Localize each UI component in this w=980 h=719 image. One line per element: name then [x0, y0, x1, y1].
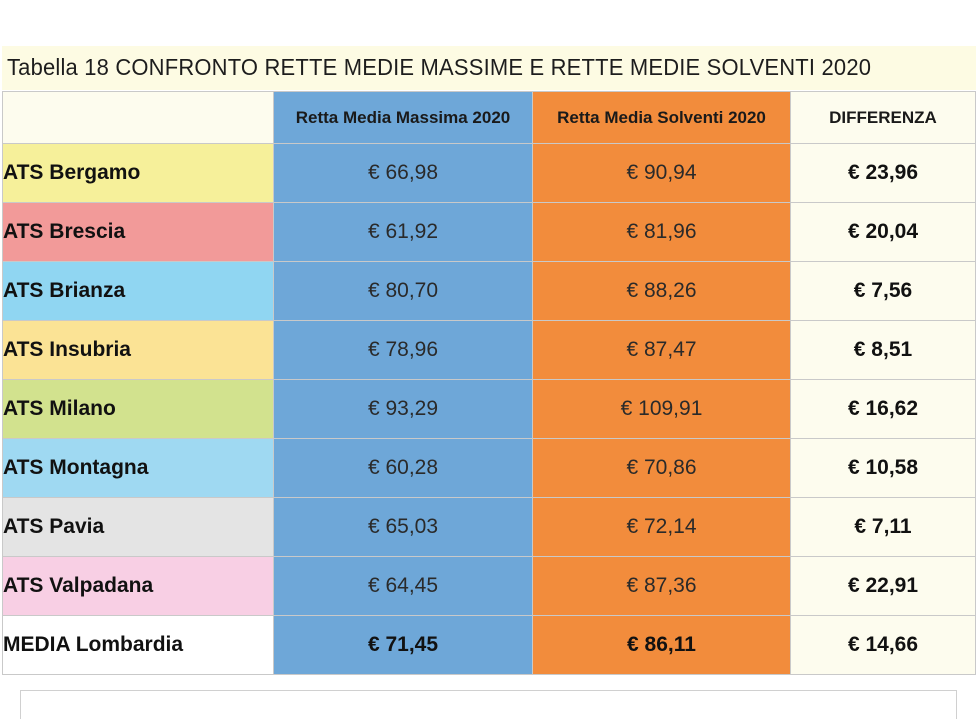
row-differenza: € 23,96 [790, 143, 976, 203]
row-retta-solventi: € 81,96 [532, 202, 791, 262]
row-retta-massima: € 65,03 [273, 497, 533, 557]
table-row: ATS Pavia € 65,03 € 72,14 € 7,11 [2, 497, 976, 557]
row-name: ATS Montagna [2, 438, 274, 498]
row-retta-solventi: € 109,91 [532, 379, 791, 439]
table-body: ATS Bergamo € 66,98 € 90,94 € 23,96 ATS … [2, 143, 976, 675]
row-retta-massima: € 80,70 [273, 261, 533, 321]
total-retta-solventi: € 86,11 [532, 615, 791, 675]
header-retta-massima: Retta Media Massima 2020 [273, 91, 533, 144]
row-differenza: € 10,58 [790, 438, 976, 498]
header-differenza: DIFFERENZA [790, 91, 976, 144]
row-name: ATS Brescia [2, 202, 274, 262]
row-differenza: € 22,91 [790, 556, 976, 616]
total-name: MEDIA Lombardia [2, 615, 274, 675]
row-name: ATS Valpadana [2, 556, 274, 616]
row-name: ATS Insubria [2, 320, 274, 380]
table-row: ATS Valpadana € 64,45 € 87,36 € 22,91 [2, 556, 976, 616]
row-retta-massima: € 78,96 [273, 320, 533, 380]
total-differenza: € 14,66 [790, 615, 976, 675]
title-band [2, 46, 976, 90]
comparison-table: Retta Media Massima 2020 Retta Media Sol… [2, 91, 976, 675]
table-row: ATS Brianza € 80,70 € 88,26 € 7,56 [2, 261, 976, 321]
row-name: ATS Brianza [2, 261, 274, 321]
row-retta-solventi: € 72,14 [532, 497, 791, 557]
header-retta-solventi: Retta Media Solventi 2020 [532, 91, 791, 144]
table-row: ATS Brescia € 61,92 € 81,96 € 20,04 [2, 202, 976, 262]
row-differenza: € 7,56 [790, 261, 976, 321]
table-header-row: Retta Media Massima 2020 Retta Media Sol… [2, 91, 976, 144]
bottom-frame [20, 690, 957, 719]
row-retta-massima: € 66,98 [273, 143, 533, 203]
row-name: ATS Milano [2, 379, 274, 439]
row-differenza: € 16,62 [790, 379, 976, 439]
row-retta-massima: € 64,45 [273, 556, 533, 616]
header-name [2, 91, 274, 144]
table-title: Tabella 18 CONFRONTO RETTE MEDIE MASSIME… [7, 54, 872, 80]
table-row-total: MEDIA Lombardia € 71,45 € 86,11 € 14,66 [2, 615, 976, 675]
total-retta-massima: € 71,45 [273, 615, 533, 675]
row-retta-solventi: € 87,36 [532, 556, 791, 616]
row-retta-solventi: € 87,47 [532, 320, 791, 380]
row-differenza: € 20,04 [790, 202, 976, 262]
table-row: ATS Milano € 93,29 € 109,91 € 16,62 [2, 379, 976, 439]
row-retta-solventi: € 88,26 [532, 261, 791, 321]
row-differenza: € 7,11 [790, 497, 976, 557]
table-row: ATS Montagna € 60,28 € 70,86 € 10,58 [2, 438, 976, 498]
row-retta-massima: € 93,29 [273, 379, 533, 439]
row-name: ATS Pavia [2, 497, 274, 557]
row-retta-massima: € 61,92 [273, 202, 533, 262]
table-row: ATS Insubria € 78,96 € 87,47 € 8,51 [2, 320, 976, 380]
row-retta-massima: € 60,28 [273, 438, 533, 498]
row-differenza: € 8,51 [790, 320, 976, 380]
row-retta-solventi: € 70,86 [532, 438, 791, 498]
row-retta-solventi: € 90,94 [532, 143, 791, 203]
table-row: ATS Bergamo € 66,98 € 90,94 € 23,96 [2, 143, 976, 203]
row-name: ATS Bergamo [2, 143, 274, 203]
